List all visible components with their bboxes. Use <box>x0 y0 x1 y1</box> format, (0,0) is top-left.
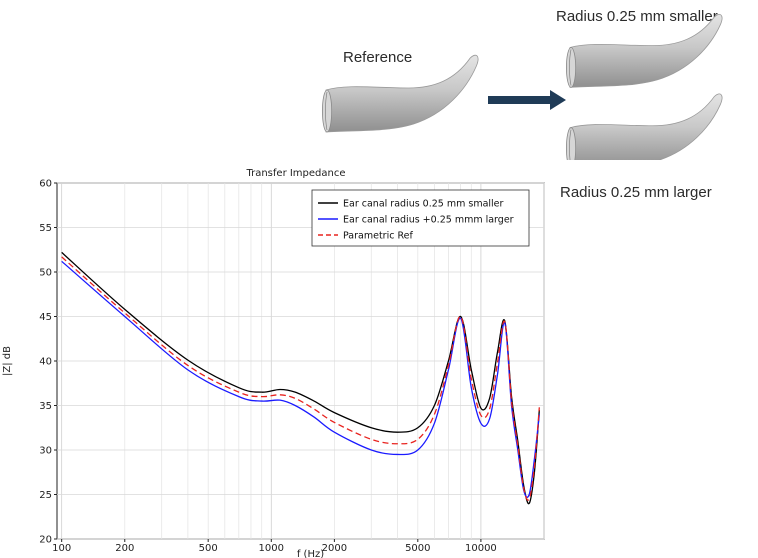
y-tick-label: 45 <box>39 312 52 323</box>
y-tick-label: 55 <box>39 223 52 234</box>
y-tick-label: 50 <box>39 268 52 279</box>
transfer-impedance-chart: Transfer Impedance 100 200 500 1000 2000 5000… <box>2 168 545 558</box>
reference-canal <box>321 54 479 133</box>
x-tick-label: 10000 <box>465 543 497 554</box>
x-tick-label: 200 <box>115 543 134 554</box>
chart-title: Transfer Impedance <box>245 168 345 179</box>
x-tick-label: 1000 <box>259 543 284 554</box>
x-tick-label: 500 <box>199 543 218 554</box>
y-tick-label: 30 <box>39 446 52 457</box>
smaller-radius-label: Radius 0.25 mm smaller <box>556 8 718 25</box>
arrow-icon <box>488 90 566 110</box>
y-tick-label: 40 <box>39 357 52 368</box>
legend-label-1: Ear canal radius 0.25 mm smaller <box>343 199 504 210</box>
y-tick-label: 20 <box>39 535 52 546</box>
series-line-1 <box>61 251 540 505</box>
x-tick-label: 5000 <box>405 543 430 554</box>
x-tick-label: 100 <box>52 543 71 554</box>
ear-canal-illustration <box>321 14 723 160</box>
x-axis-label: f (Hz) <box>297 549 324 558</box>
series-lines <box>61 251 540 505</box>
y-tick-label: 35 <box>39 401 52 412</box>
reference-label: Reference <box>343 49 413 66</box>
series-line-2 <box>61 260 540 498</box>
larger-canal <box>565 93 723 160</box>
y-axis-label: |Z| dB <box>2 346 13 376</box>
legend-box <box>311 189 530 247</box>
legend-label-2: Ear canal radius +0.25 mmm larger <box>343 215 514 226</box>
y-tick-label: 60 <box>39 179 52 190</box>
larger-radius-label: Radius 0.25 mm larger <box>560 184 712 201</box>
legend: Ear canal radius 0.25 mm smaller Ear cana… <box>311 189 530 247</box>
x-tick-label: 2000 <box>322 543 347 554</box>
series-line-3 <box>61 256 540 501</box>
smaller-canal <box>565 14 723 88</box>
legend-label-3: Parametric Ref <box>343 231 413 242</box>
y-tick-label: 25 <box>39 490 52 501</box>
axis-ticks: 100 200 500 1000 2000 5000 10000 20 25 30 35 40 45 50… <box>39 179 497 555</box>
